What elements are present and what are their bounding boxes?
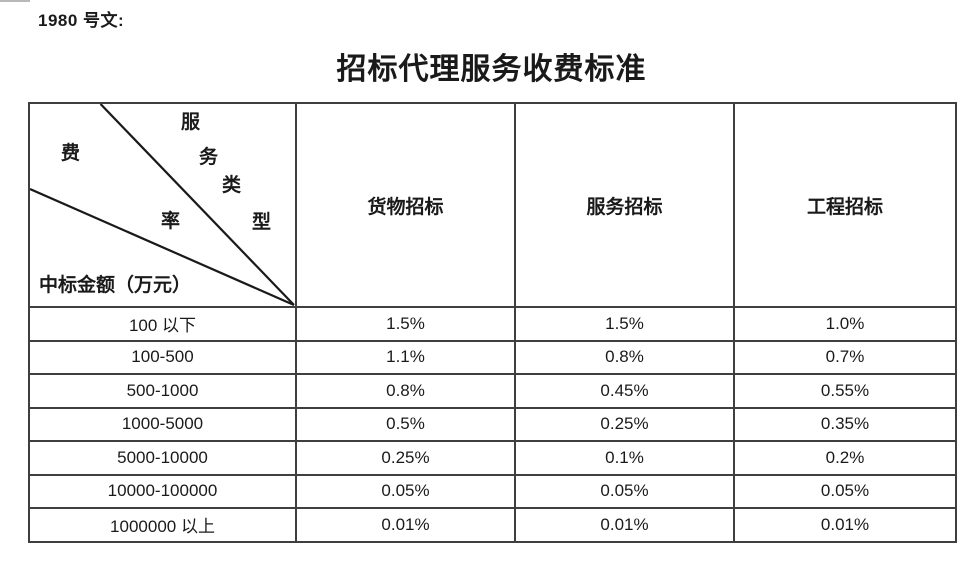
fee-standard-table: 费 率 服 务 类 型 中标金额（万元） 货物招标 服务招标 工程招标 100 … [28, 102, 957, 543]
rate-cell: 0.1% [514, 440, 735, 476]
table-row: 500-1000 0.8% 0.45% 0.55% [28, 373, 957, 409]
amount-range-cell: 10000-100000 [28, 473, 297, 509]
diagonal-divider-lines [31, 105, 294, 305]
rate-cell: 0.05% [733, 473, 957, 509]
rate-cell: 1.1% [295, 339, 516, 375]
amount-range-cell: 500-1000 [28, 373, 297, 409]
page-edge-artifact [0, 0, 30, 2]
diagonal-split-header-cell: 费 率 服 务 类 型 中标金额（万元） [28, 102, 297, 308]
rate-cell: 1.5% [514, 306, 735, 342]
service-type-char-2: 务 [199, 147, 219, 168]
rate-cell: 0.45% [514, 373, 735, 409]
column-header-goods: 货物招标 [295, 102, 516, 308]
amount-range-cell: 1000-5000 [28, 406, 297, 442]
rate-cell: 0.01% [514, 507, 735, 543]
rate-cell: 0.25% [295, 440, 516, 476]
table-row: 5000-10000 0.25% 0.1% 0.2% [28, 440, 957, 476]
table-row: 100 以下 1.5% 1.5% 1.0% [28, 306, 957, 342]
amount-range-cell: 100-500 [28, 339, 297, 375]
service-type-char-3: 类 [222, 175, 242, 196]
rate-cell: 1.5% [295, 306, 516, 342]
amount-range-cell: 5000-10000 [28, 440, 297, 476]
rate-cell: 0.55% [733, 373, 957, 409]
rate-cell: 1.0% [733, 306, 957, 342]
table-row: 1000000 以上 0.01% 0.01% 0.01% [28, 507, 957, 543]
page-title: 招标代理服务收费标准 [336, 53, 647, 86]
service-type-char-4: 型 [252, 212, 272, 233]
fee-rate-char-1: 费 [61, 143, 81, 164]
rate-cell: 0.7% [733, 339, 957, 375]
rate-cell: 0.05% [295, 473, 516, 509]
rate-cell: 0.5% [295, 406, 516, 442]
table-row: 100-500 1.1% 0.8% 0.7% [28, 339, 957, 375]
rate-cell: 0.25% [514, 406, 735, 442]
amount-range-cell: 1000000 以上 [28, 507, 297, 543]
diagonal-header-content: 费 率 服 务 类 型 中标金额（万元） [31, 105, 294, 305]
table-header-row: 费 率 服 务 类 型 中标金额（万元） 货物招标 服务招标 工程招标 [28, 102, 957, 308]
table-row: 1000-5000 0.5% 0.25% 0.35% [28, 406, 957, 442]
rate-cell: 0.01% [733, 507, 957, 543]
rate-cell: 0.8% [295, 373, 516, 409]
column-header-engineering: 工程招标 [733, 102, 957, 308]
rate-cell: 0.01% [295, 507, 516, 543]
service-type-char-1: 服 [181, 112, 201, 133]
table-row: 10000-100000 0.05% 0.05% 0.05% [28, 473, 957, 509]
document-reference: 1980 号文: [38, 11, 125, 30]
fee-rate-char-2: 率 [161, 211, 181, 232]
rate-cell: 0.8% [514, 339, 735, 375]
rate-cell: 0.35% [733, 406, 957, 442]
rate-cell: 0.05% [514, 473, 735, 509]
amount-range-cell: 100 以下 [28, 306, 297, 342]
amount-axis-label: 中标金额（万元） [39, 275, 192, 296]
rate-cell: 0.2% [733, 440, 957, 476]
column-header-service: 服务招标 [514, 102, 735, 308]
